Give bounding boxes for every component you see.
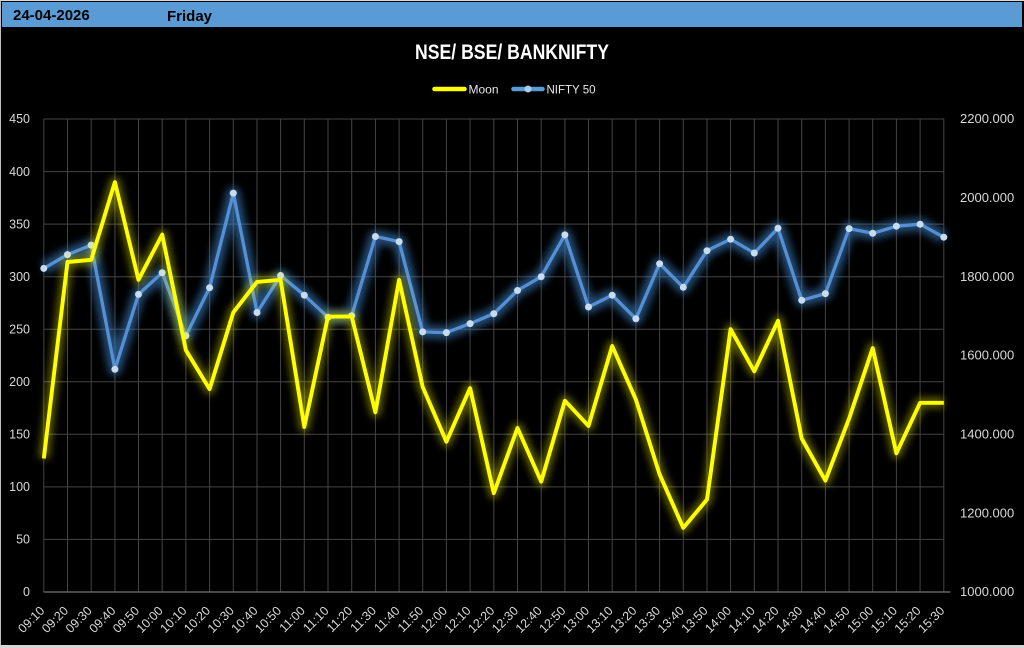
svg-text:200: 200 (9, 375, 30, 389)
svg-text:100: 100 (9, 480, 30, 494)
svg-text:0: 0 (23, 585, 30, 599)
svg-text:NSE/ BSE/ BANKNIFTY: NSE/ BSE/ BANKNIFTY (415, 41, 609, 65)
svg-text:50: 50 (16, 533, 30, 547)
svg-text:1400.000: 1400.000 (960, 427, 1014, 442)
svg-text:NIFTY 50: NIFTY 50 (547, 85, 596, 97)
svg-text:300: 300 (9, 270, 30, 284)
svg-text:2000.000: 2000.000 (960, 190, 1014, 205)
svg-text:1800.000: 1800.000 (960, 269, 1014, 284)
svg-text:1600.000: 1600.000 (960, 348, 1014, 363)
svg-text:150: 150 (9, 428, 30, 442)
svg-text:1200.000: 1200.000 (960, 505, 1014, 520)
svg-text:350: 350 (9, 217, 30, 231)
svg-text:Moon: Moon (469, 83, 499, 97)
svg-text:250: 250 (9, 322, 30, 336)
svg-text:400: 400 (9, 165, 30, 179)
svg-text:450: 450 (9, 112, 30, 126)
svg-text:1000.000: 1000.000 (960, 584, 1014, 599)
svg-text:2200.000: 2200.000 (960, 111, 1014, 126)
